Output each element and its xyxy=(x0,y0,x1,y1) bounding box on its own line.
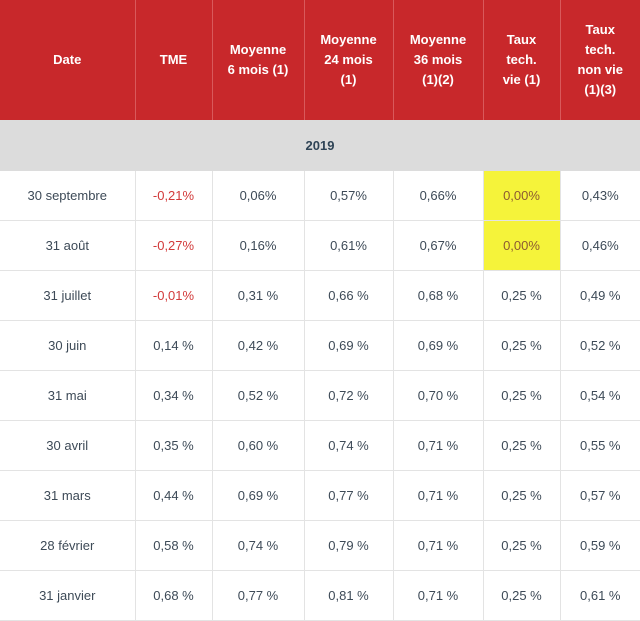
cell-date: 30 juin xyxy=(0,320,136,371)
cell-taux-tech-non-vie: 0,54 % xyxy=(560,370,640,421)
cell-date: 31 janvier xyxy=(0,570,136,621)
cell-tme: 0,14 % xyxy=(135,320,213,371)
cell-taux-tech-vie: 0,25 % xyxy=(483,520,561,571)
cell-taux-tech-vie: 0,25 % xyxy=(483,320,561,371)
cell-taux-tech-non-vie: 0,59 % xyxy=(560,520,640,571)
cell-taux-tech-non-vie: 0,49 % xyxy=(560,270,640,321)
cell-tme: 0,44 % xyxy=(135,470,213,521)
cell-moyenne-36-mois: 0,67% xyxy=(393,220,484,271)
cell-moyenne-36-mois: 0,71 % xyxy=(393,520,484,571)
cell-moyenne-6-mois: 0,52 % xyxy=(212,370,305,421)
cell-moyenne-24-mois: 0,74 % xyxy=(304,420,394,471)
cell-moyenne-6-mois: 0,60 % xyxy=(212,420,305,471)
cell-moyenne-6-mois: 0,74 % xyxy=(212,520,305,571)
cell-moyenne-6-mois: 0,69 % xyxy=(212,470,305,521)
cell-moyenne-24-mois: 0,81 % xyxy=(304,570,394,621)
cell-date: 31 juillet xyxy=(0,270,136,321)
table-row: 31 mai 0,34 % 0,52 % 0,72 % 0,70 % 0,25 % 0,54… xyxy=(0,370,640,421)
cell-moyenne-24-mois: 0,69 % xyxy=(304,320,394,371)
cell-date: 31 août xyxy=(0,220,136,271)
cell-tme: 0,35 % xyxy=(135,420,213,471)
cell-moyenne-6-mois: 0,06% xyxy=(212,171,305,221)
header-date: Date xyxy=(0,0,136,120)
cell-date: 30 septembre xyxy=(0,171,136,221)
cell-moyenne-36-mois: 0,69 % xyxy=(393,320,484,371)
cell-taux-tech-vie: 0,25 % xyxy=(483,470,561,521)
cell-taux-tech-vie: 0,00% xyxy=(483,171,561,221)
cell-moyenne-6-mois: 0,42 % xyxy=(212,320,305,371)
table-row: 31 mars 0,44 % 0,69 % 0,77 % 0,71 % 0,25 % 0,5… xyxy=(0,470,640,521)
cell-date: 31 mars xyxy=(0,470,136,521)
year-label: 2019 xyxy=(0,120,640,171)
cell-moyenne-24-mois: 0,61% xyxy=(304,220,394,271)
cell-moyenne-24-mois: 0,57% xyxy=(304,171,394,221)
cell-taux-tech-non-vie: 0,46% xyxy=(560,220,640,271)
cell-taux-tech-non-vie: 0,57 % xyxy=(560,470,640,521)
cell-taux-tech-non-vie: 0,55 % xyxy=(560,420,640,471)
header-moyenne-36-mois: Moyenne 36 mois (1)(2) xyxy=(393,0,484,120)
cell-taux-tech-non-vie: 0,52 % xyxy=(560,320,640,371)
cell-moyenne-6-mois: 0,77 % xyxy=(212,570,305,621)
cell-date: 31 mai xyxy=(0,370,136,421)
table-row: 30 avril 0,35 % 0,60 % 0,74 % 0,71 % 0,25 % 0,… xyxy=(0,420,640,471)
cell-date: 28 février xyxy=(0,520,136,571)
table-row: 30 juin 0,14 % 0,42 % 0,69 % 0,69 % 0,25 % 0,5… xyxy=(0,320,640,371)
cell-moyenne-36-mois: 0,70 % xyxy=(393,370,484,421)
cell-moyenne-24-mois: 0,77 % xyxy=(304,470,394,521)
table-row: 28 février 0,58 % 0,74 % 0,79 % 0,71 % 0,25 %… xyxy=(0,520,640,571)
header-moyenne-6-mois: Moyenne 6 mois (1) xyxy=(212,0,305,120)
cell-moyenne-24-mois: 0,79 % xyxy=(304,520,394,571)
cell-moyenne-36-mois: 0,66% xyxy=(393,171,484,221)
cell-moyenne-6-mois: 0,16% xyxy=(212,220,305,271)
cell-taux-tech-vie: 0,25 % xyxy=(483,370,561,421)
cell-moyenne-24-mois: 0,72 % xyxy=(304,370,394,421)
year-row: 2019 xyxy=(0,120,640,171)
cell-taux-tech-vie: 0,25 % xyxy=(483,270,561,321)
table-row: 30 septembre -0,21% 0,06% 0,57% 0,66% 0,00% 0,… xyxy=(0,171,640,221)
cell-tme: -0,27% xyxy=(135,220,213,271)
cell-tme: 0,68 % xyxy=(135,570,213,621)
table-row: 31 août -0,27% 0,16% 0,61% 0,67% 0,00% 0,46% xyxy=(0,220,640,271)
cell-tme: -0,01% xyxy=(135,270,213,321)
cell-moyenne-24-mois: 0,66 % xyxy=(304,270,394,321)
cell-moyenne-36-mois: 0,71 % xyxy=(393,570,484,621)
header-moyenne-24-mois: Moyenne 24 mois (1) xyxy=(304,0,394,120)
cell-taux-tech-vie: 0,00% xyxy=(483,220,561,271)
cell-taux-tech-non-vie: 0,43% xyxy=(560,171,640,221)
header-taux-tech-vie: Taux tech. vie (1) xyxy=(483,0,561,120)
cell-tme: 0,58 % xyxy=(135,520,213,571)
cell-tme: -0,21% xyxy=(135,171,213,221)
header-tme: TME xyxy=(135,0,213,120)
cell-taux-tech-vie: 0,25 % xyxy=(483,570,561,621)
table-row: 31 juillet -0,01% 0,31 % 0,66 % 0,68 % 0,25 %… xyxy=(0,270,640,321)
cell-taux-tech-vie: 0,25 % xyxy=(483,420,561,471)
cell-tme: 0,34 % xyxy=(135,370,213,421)
cell-moyenne-36-mois: 0,71 % xyxy=(393,470,484,521)
header-taux-tech-non-vie: Taux tech. non vie (1)(3) xyxy=(560,0,640,120)
cell-moyenne-36-mois: 0,71 % xyxy=(393,420,484,471)
cell-taux-tech-non-vie: 0,61 % xyxy=(560,570,640,621)
cell-moyenne-6-mois: 0,31 % xyxy=(212,270,305,321)
table-row: 31 janvier 0,68 % 0,77 % 0,81 % 0,71 % 0,25 %… xyxy=(0,570,640,621)
header-row: Date TME Moyenne 6 mois (1) Moyenne 24 m… xyxy=(0,0,640,120)
cell-date: 30 avril xyxy=(0,420,136,471)
cell-moyenne-36-mois: 0,68 % xyxy=(393,270,484,321)
